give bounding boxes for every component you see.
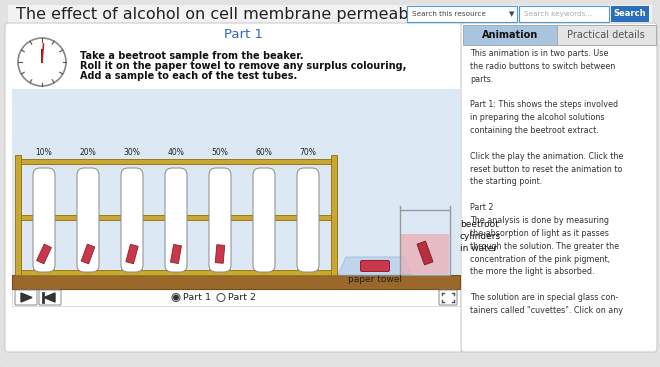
FancyBboxPatch shape (611, 6, 649, 22)
Bar (12, 275, 460, 289)
Circle shape (172, 294, 180, 302)
Polygon shape (126, 244, 138, 264)
Bar (331, 155, 337, 275)
Text: 10%: 10% (36, 148, 52, 157)
FancyBboxPatch shape (461, 23, 657, 352)
Text: Add a sample to each of the test tubes.: Add a sample to each of the test tubes. (80, 71, 297, 81)
Text: Take a beetroot sample from the beaker.: Take a beetroot sample from the beaker. (80, 51, 304, 61)
FancyBboxPatch shape (519, 6, 609, 22)
FancyBboxPatch shape (5, 23, 463, 352)
Polygon shape (81, 244, 95, 264)
FancyBboxPatch shape (39, 290, 61, 305)
Text: beetroot
cylinders
in water: beetroot cylinders in water (460, 220, 501, 252)
Polygon shape (170, 244, 182, 264)
Text: 30%: 30% (123, 148, 141, 157)
Text: Part 1: Part 1 (224, 29, 263, 41)
Text: paper towel: paper towel (348, 275, 402, 284)
FancyBboxPatch shape (439, 290, 457, 305)
Bar (400, 210, 450, 275)
FancyBboxPatch shape (8, 5, 652, 24)
FancyBboxPatch shape (463, 25, 557, 45)
Polygon shape (36, 244, 51, 264)
FancyBboxPatch shape (407, 6, 517, 22)
Text: 40%: 40% (168, 148, 184, 157)
Polygon shape (215, 245, 225, 263)
FancyBboxPatch shape (77, 168, 99, 272)
FancyBboxPatch shape (15, 290, 37, 305)
Polygon shape (44, 293, 55, 302)
FancyBboxPatch shape (557, 25, 656, 45)
Circle shape (217, 294, 225, 302)
Bar (401, 234, 449, 274)
Text: Search keywords...: Search keywords... (524, 11, 592, 17)
Polygon shape (338, 257, 412, 275)
Bar (12, 89, 460, 289)
Text: Roll it on the paper towel to remove any surplus colouring,: Roll it on the paper towel to remove any… (80, 61, 407, 71)
Text: Search this resource: Search this resource (412, 11, 486, 17)
FancyBboxPatch shape (360, 261, 389, 272)
FancyBboxPatch shape (33, 168, 55, 272)
Bar (18, 159, 334, 164)
Polygon shape (417, 241, 433, 265)
FancyBboxPatch shape (165, 168, 187, 272)
Text: 70%: 70% (300, 148, 316, 157)
Circle shape (174, 295, 178, 300)
Bar (18, 270, 334, 275)
FancyBboxPatch shape (209, 168, 231, 272)
FancyBboxPatch shape (253, 168, 275, 272)
Text: 20%: 20% (80, 148, 96, 157)
FancyBboxPatch shape (297, 168, 319, 272)
Text: Part 1: Part 1 (183, 293, 211, 302)
Text: Animation: Animation (482, 30, 538, 40)
Text: The effect of alcohol on cell membrane permeability: The effect of alcohol on cell membrane p… (16, 7, 438, 22)
Text: 50%: 50% (212, 148, 228, 157)
Text: This animation is in two parts. Use
the radio buttons to switch between
parts.

: This animation is in two parts. Use the … (470, 49, 624, 315)
Circle shape (18, 38, 66, 86)
Bar (15, 155, 21, 275)
Polygon shape (21, 293, 32, 302)
Text: Practical details: Practical details (567, 30, 645, 40)
Bar (12, 289, 460, 306)
FancyBboxPatch shape (121, 168, 143, 272)
Bar (18, 215, 334, 220)
Text: 60%: 60% (255, 148, 273, 157)
Text: Part 2: Part 2 (228, 293, 256, 302)
Text: ▼: ▼ (509, 11, 514, 17)
Text: Search: Search (614, 10, 646, 18)
